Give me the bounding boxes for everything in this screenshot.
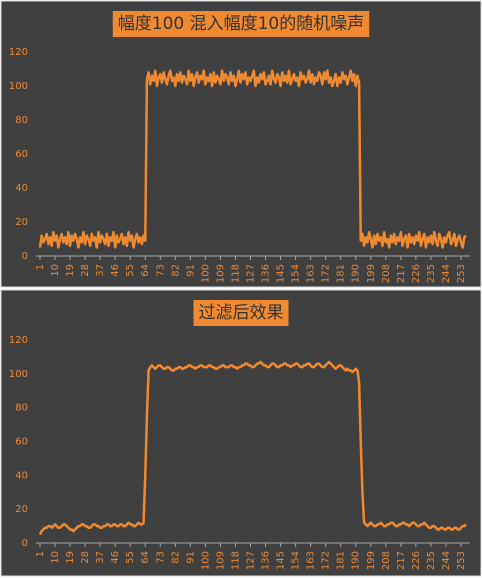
- x-tick-label: 118: [230, 551, 241, 570]
- x-tick-label: 217: [396, 551, 407, 570]
- x-tick-label: 145: [276, 264, 287, 283]
- x-tick-label: 10: [50, 264, 61, 277]
- x-tick-label: 46: [110, 551, 121, 564]
- x-tick-label: 172: [321, 551, 332, 570]
- x-tick-label: 244: [441, 264, 452, 283]
- y-tick-label: 100: [9, 369, 28, 380]
- x-tick-label: 145: [276, 551, 287, 570]
- x-tick-label: 28: [80, 264, 91, 277]
- title-box: [112, 11, 370, 37]
- y-tick-label: 20: [15, 504, 28, 515]
- x-tick-label: 226: [411, 551, 422, 570]
- x-tick-label: 127: [245, 551, 256, 570]
- x-tick-label: 154: [291, 264, 302, 283]
- x-tick-label: 64: [140, 551, 151, 564]
- x-tick-label: 64: [140, 264, 151, 277]
- x-tick-label: 37: [95, 264, 106, 277]
- x-tick-label: 109: [215, 551, 226, 570]
- x-tick-label: 136: [261, 264, 272, 283]
- x-tick-label: 253: [456, 551, 467, 570]
- x-tick-label: 55: [125, 551, 136, 564]
- y-tick-label: 80: [15, 403, 28, 414]
- chart-title: 过滤后效果: [199, 303, 284, 323]
- x-tick-label: 100: [200, 551, 211, 570]
- x-tick-label: 235: [426, 264, 437, 283]
- x-tick-label: 208: [381, 264, 392, 283]
- x-tick-label: 217: [396, 264, 407, 283]
- x-tick-label: 118: [230, 264, 241, 283]
- y-tick-label: 60: [15, 149, 28, 160]
- y-tick-label: 20: [15, 217, 28, 228]
- x-tick-label: 19: [65, 264, 76, 277]
- x-tick-label: 235: [426, 551, 437, 570]
- x-tick-label: 73: [155, 551, 166, 564]
- x-tick-label: 37: [95, 551, 106, 564]
- y-tick-label: 80: [15, 115, 28, 126]
- x-tick-label: 208: [381, 551, 392, 570]
- x-tick-label: 181: [336, 264, 347, 283]
- title-box: [193, 300, 289, 326]
- x-tick-label: 226: [411, 264, 422, 283]
- y-tick-label: 120: [9, 335, 28, 346]
- x-tick-label: 1: [35, 264, 46, 270]
- x-tick-label: 91: [185, 551, 196, 564]
- x-tick-label: 199: [366, 264, 377, 283]
- x-tick-label: 172: [321, 264, 332, 283]
- data-line: [38, 69, 467, 249]
- panel: [0, 289, 482, 577]
- x-tick-label: 91: [185, 264, 196, 277]
- x-tick-label: 82: [170, 551, 181, 564]
- x-tick-label: 163: [306, 264, 317, 283]
- x-tick-label: 244: [441, 551, 452, 570]
- x-tick-label: 199: [366, 551, 377, 570]
- x-tick-label: 154: [291, 551, 302, 570]
- x-tick-label: 181: [336, 551, 347, 570]
- x-tick-label: 46: [110, 264, 121, 277]
- x-tick-label: 253: [456, 264, 467, 283]
- y-tick-label: 40: [15, 470, 28, 481]
- x-tick-label: 136: [261, 551, 272, 570]
- y-tick-label: 120: [9, 47, 28, 58]
- y-tick-label: 0: [22, 538, 28, 549]
- x-tick-label: 163: [306, 551, 317, 570]
- y-tick-label: 100: [9, 81, 28, 92]
- x-tick-label: 190: [351, 551, 362, 570]
- x-tick-label: 1: [35, 551, 46, 557]
- x-tick-label: 109: [215, 264, 226, 283]
- data-line: [38, 360, 467, 536]
- x-tick-label: 100: [200, 264, 211, 283]
- y-tick-label: 40: [15, 183, 28, 194]
- x-tick-label: 73: [155, 264, 166, 277]
- x-tick-label: 190: [351, 264, 362, 283]
- y-tick-label: 60: [15, 437, 28, 448]
- chart-title: 幅度100 混入幅度10的随机噪声: [118, 14, 364, 34]
- x-tick-label: 19: [65, 551, 76, 564]
- x-tick-label: 55: [125, 264, 136, 277]
- x-tick-label: 127: [245, 264, 256, 283]
- x-tick-label: 28: [80, 551, 91, 564]
- x-tick-label: 82: [170, 264, 181, 277]
- x-tick-label: 10: [50, 551, 61, 564]
- y-tick-label: 0: [22, 251, 28, 262]
